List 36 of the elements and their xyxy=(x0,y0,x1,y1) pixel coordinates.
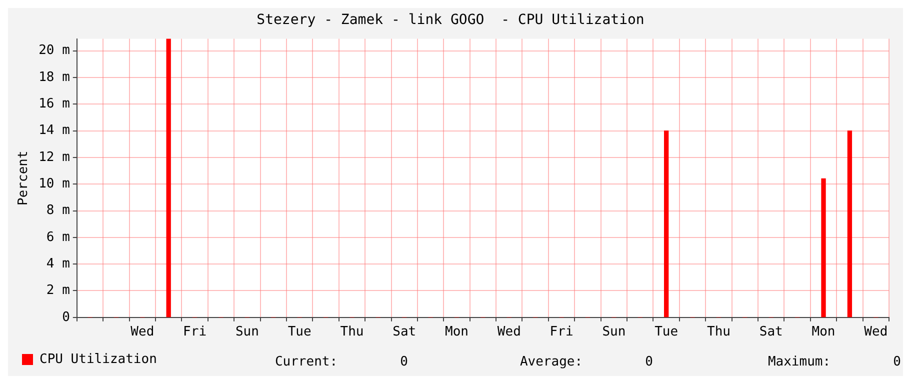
x-tick-label: Wed xyxy=(130,324,154,340)
chart-title: Stezery - Zamek - link GOGO - CPU Utilization xyxy=(256,12,644,28)
x-tick-label: Sun xyxy=(602,324,626,340)
x-tick-label: Sat xyxy=(759,324,783,340)
x-tick-label: Thu xyxy=(706,324,730,340)
x-tick-label: Sat xyxy=(392,324,416,340)
x-tick-label: Tue xyxy=(654,324,678,340)
y-tick-label: 18 m xyxy=(38,70,70,85)
x-tick-label: Fri xyxy=(183,324,207,340)
x-tick-label: Wed xyxy=(497,324,521,340)
x-tick-label: Tue xyxy=(288,324,312,340)
x-tick-label: Sun xyxy=(235,324,259,340)
y-tick-label: 12 m xyxy=(38,150,70,165)
bar xyxy=(664,130,669,318)
y-tick-label: 16 m xyxy=(38,96,70,112)
y-tick-label: 8 m xyxy=(46,203,70,218)
x-tick-label: Wed xyxy=(864,324,888,340)
legend-label: CPU Utilization xyxy=(40,352,157,367)
bar xyxy=(166,38,171,318)
y-tick-label: 6 m xyxy=(46,230,70,245)
x-tick-label: Mon xyxy=(445,324,468,340)
x-tick-label: Fri xyxy=(550,324,574,340)
x-tick-label: Thu xyxy=(340,324,364,340)
y-tick-label: 0 xyxy=(62,310,70,325)
bar xyxy=(847,130,852,318)
x-tick-label: Mon xyxy=(812,324,836,340)
y-tick-label: 14 m xyxy=(38,123,70,138)
y-tick-label: 4 m xyxy=(46,256,70,272)
text: Current: 0 xyxy=(274,354,408,370)
bar xyxy=(821,178,826,318)
y-tick-label: 20 m xyxy=(38,43,70,58)
text: Maximum: 0 xyxy=(768,354,901,370)
text: Average: 0 xyxy=(520,354,653,370)
y-axis-title: Percent xyxy=(16,150,32,206)
y-tick-label: 2 m xyxy=(46,283,70,298)
y-tick-label: 10 m xyxy=(38,176,70,192)
